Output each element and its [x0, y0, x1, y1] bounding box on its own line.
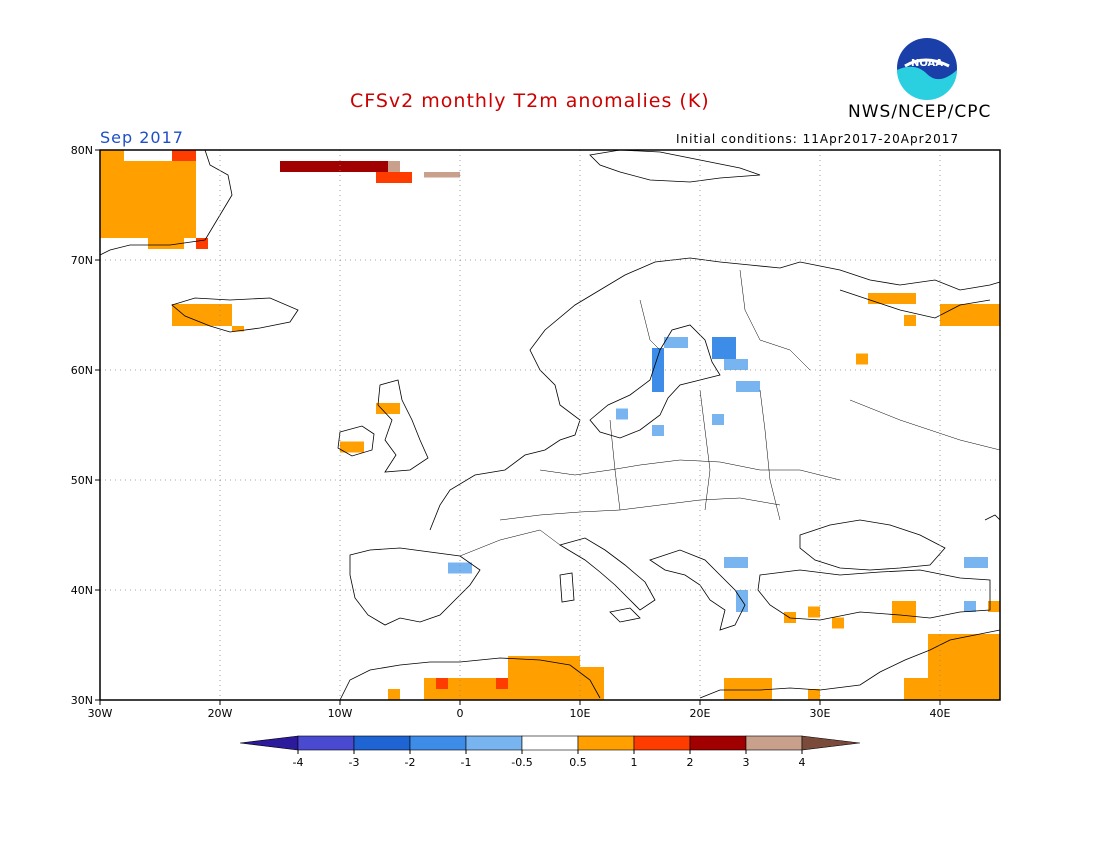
legend-arrow-low [239, 735, 299, 751]
anomaly-cell [424, 172, 460, 178]
anomaly-cell [172, 304, 232, 326]
legend-label: 0.5 [569, 756, 587, 769]
lon-tick-label: 30W [88, 707, 113, 720]
legend-bin [577, 735, 635, 751]
lon-tick-label: 40E [930, 707, 951, 720]
lon-tick-label: 20W [208, 707, 233, 720]
agency-label: NWS/NCEP/CPC [848, 102, 992, 122]
anomaly-cell [436, 678, 448, 689]
legend-label: -2 [405, 756, 416, 769]
legend-bin [745, 735, 803, 751]
legend-bin [465, 735, 523, 751]
anomaly-cell [904, 678, 928, 700]
anomaly-cell [376, 403, 400, 414]
legend-label: 2 [687, 756, 694, 769]
anomaly-cell [712, 414, 724, 425]
color-legend: -4 -3 -2 -1 -0.5 0.5 1 2 3 4 [239, 735, 861, 769]
anomaly-cell [388, 161, 400, 172]
anomaly-cell [784, 612, 796, 623]
lat-tick-label: 60N [71, 364, 93, 377]
lat-tick-label: 30N [71, 694, 93, 707]
anomaly-cell [496, 678, 508, 689]
anomaly-cell [964, 557, 988, 568]
legend-bin [409, 735, 467, 751]
anomaly-cell [988, 601, 1000, 612]
lon-tick-label: 10W [328, 707, 353, 720]
anomaly-cell [652, 348, 664, 392]
country-borders [459, 269, 1001, 557]
initial-conditions-label: Initial conditions: 11Apr2017-20Apr2017 [676, 132, 960, 146]
anomaly-cell [856, 353, 868, 365]
anomaly-cell [940, 304, 1000, 326]
anomaly-cell [724, 678, 772, 700]
noaa-logo-icon: NOAA [897, 38, 957, 100]
legend-label: 3 [743, 756, 750, 769]
legend-bin [353, 735, 411, 751]
anomaly-cell [832, 617, 844, 629]
lon-tick-label: 20E [690, 707, 711, 720]
anomaly-cell [892, 601, 916, 623]
anomaly-cell [388, 689, 400, 700]
anomaly-cell [928, 634, 1000, 700]
legend-label: -3 [349, 756, 360, 769]
anomaly-cell [724, 359, 748, 370]
legend-bin [521, 735, 579, 751]
anomaly-cell [736, 381, 760, 392]
legend-bin [297, 735, 355, 751]
anomaly-cell [148, 238, 184, 249]
legend-label: 4 [799, 756, 806, 769]
anomaly-cells [100, 150, 1000, 700]
lon-tick-label: 0 [457, 707, 464, 720]
anomaly-cell [964, 601, 976, 612]
anomaly-cell [808, 606, 820, 618]
legend-arrow-high [801, 735, 861, 751]
logo-text: NOAA [911, 58, 943, 69]
map-frame [99, 149, 1001, 701]
anomaly-cell [664, 337, 688, 348]
forecast-month-label: Sep 2017 [100, 128, 184, 147]
anomaly-cell [280, 161, 400, 172]
anomaly-cell [100, 150, 124, 238]
anomaly-cell [124, 161, 196, 238]
legend-label: 1 [631, 756, 638, 769]
legend-bin [633, 735, 691, 751]
anomaly-cell [616, 408, 628, 420]
axis-ticks: 30W 20W 10W 0 10E 20E 30E 40E 30N 40N 50N 60N 70N 80N [71, 144, 951, 720]
lat-tick-label: 80N [71, 144, 93, 157]
lat-tick-label: 40N [71, 584, 93, 597]
graticule [100, 150, 1000, 700]
lon-tick-label: 30E [810, 707, 831, 720]
anomaly-cell [376, 172, 412, 183]
legend-label: -1 [461, 756, 472, 769]
anomaly-cell [448, 562, 472, 574]
anomaly-cell [808, 689, 820, 700]
anomaly-cell [904, 315, 916, 326]
anomaly-cell [724, 557, 748, 568]
anomaly-cell [340, 441, 364, 453]
legend-bin [689, 735, 747, 751]
lat-tick-label: 50N [71, 474, 93, 487]
anomaly-cell [712, 337, 736, 359]
lon-tick-label: 10E [570, 707, 591, 720]
legend-label: -0.5 [511, 756, 532, 769]
anomaly-cell [868, 293, 916, 304]
map-title: CFSv2 monthly T2m anomalies (K) [350, 90, 710, 112]
anomaly-cell [172, 150, 196, 161]
anomaly-cell [652, 425, 664, 436]
coastlines [99, 149, 1001, 701]
legend-label: -4 [293, 756, 304, 769]
anomaly-cell [196, 238, 208, 249]
anomaly-cell [232, 326, 244, 332]
lat-tick-label: 70N [71, 254, 93, 267]
